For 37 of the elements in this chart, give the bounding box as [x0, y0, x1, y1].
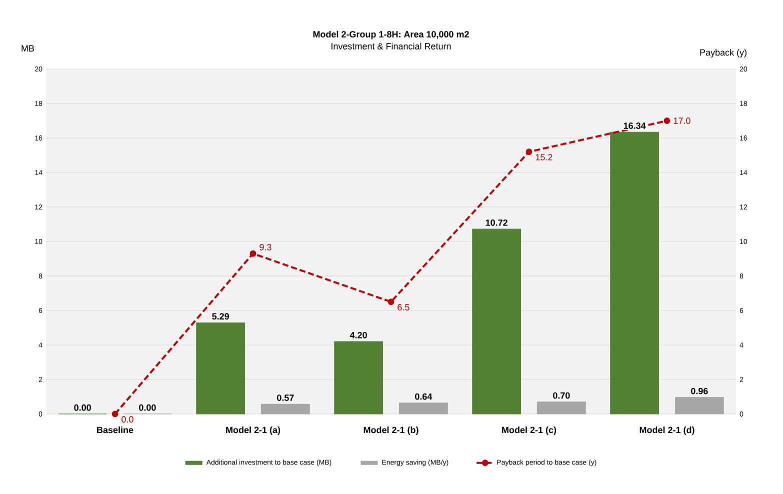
- data-label: 5.29: [212, 313, 230, 320]
- data-label: 0.57: [277, 394, 294, 401]
- y-axis-title: MB: [22, 45, 34, 52]
- x-tick-label: Model 2-1 (b): [364, 426, 418, 435]
- data-label: 10.72: [486, 219, 508, 226]
- data-label: 0.00: [139, 404, 156, 411]
- bar: [334, 341, 384, 414]
- chart-title: Model 2-Group 1-8H: Area 10,000 m2: [313, 30, 469, 40]
- data-label: 0.70: [553, 392, 570, 399]
- bar: [472, 228, 522, 414]
- bar: [536, 402, 586, 414]
- point: [526, 148, 532, 155]
- bar: [610, 132, 660, 414]
- y2-axis-title: Payback (y): [700, 49, 746, 58]
- data-label: 0.0: [122, 416, 134, 423]
- data-label: 15.2: [536, 154, 552, 160]
- data-label: 0.96: [691, 388, 708, 394]
- x-tick-label: Model 2-1 (a): [226, 426, 280, 435]
- point: [388, 298, 394, 306]
- point: [112, 410, 118, 418]
- data-label: 9.3: [260, 244, 272, 250]
- point: [664, 118, 670, 124]
- chart-subtitle: Investment & Financial Return: [332, 42, 451, 50]
- x-tick-label: Model 2-1 (d): [640, 426, 694, 435]
- bar: [674, 397, 724, 414]
- data-label: 4.20: [350, 332, 367, 338]
- data-label: 17.0: [674, 118, 690, 124]
- point: [250, 250, 256, 257]
- bar: [260, 404, 310, 414]
- data-label: 0.64: [415, 393, 432, 400]
- data-label: 16.34: [624, 122, 646, 129]
- bar: [196, 322, 246, 414]
- x-tick-label: Model 2-1 (c): [502, 426, 556, 435]
- x-tick-label: Baseline: [97, 426, 134, 434]
- data-label: 0.00: [74, 404, 91, 411]
- data-label: 6.5: [398, 304, 410, 310]
- bar: [398, 402, 448, 414]
